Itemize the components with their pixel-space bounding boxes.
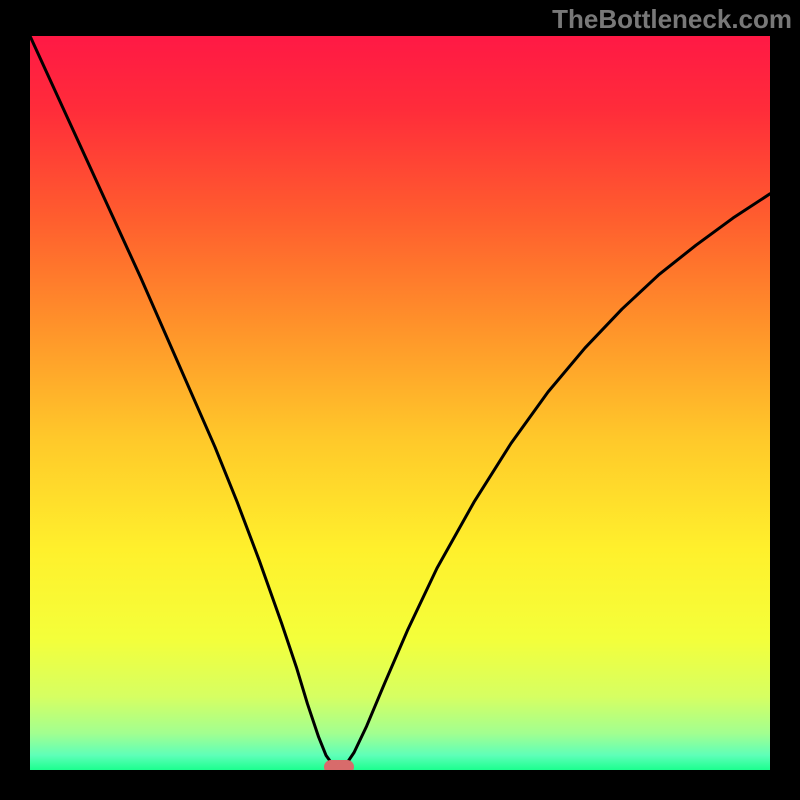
bottleneck-curve: [30, 36, 770, 770]
optimal-marker: [324, 760, 354, 770]
attribution-text: TheBottleneck.com: [552, 4, 792, 35]
chart-frame: TheBottleneck.com: [0, 0, 800, 800]
plot-area: [30, 36, 770, 770]
